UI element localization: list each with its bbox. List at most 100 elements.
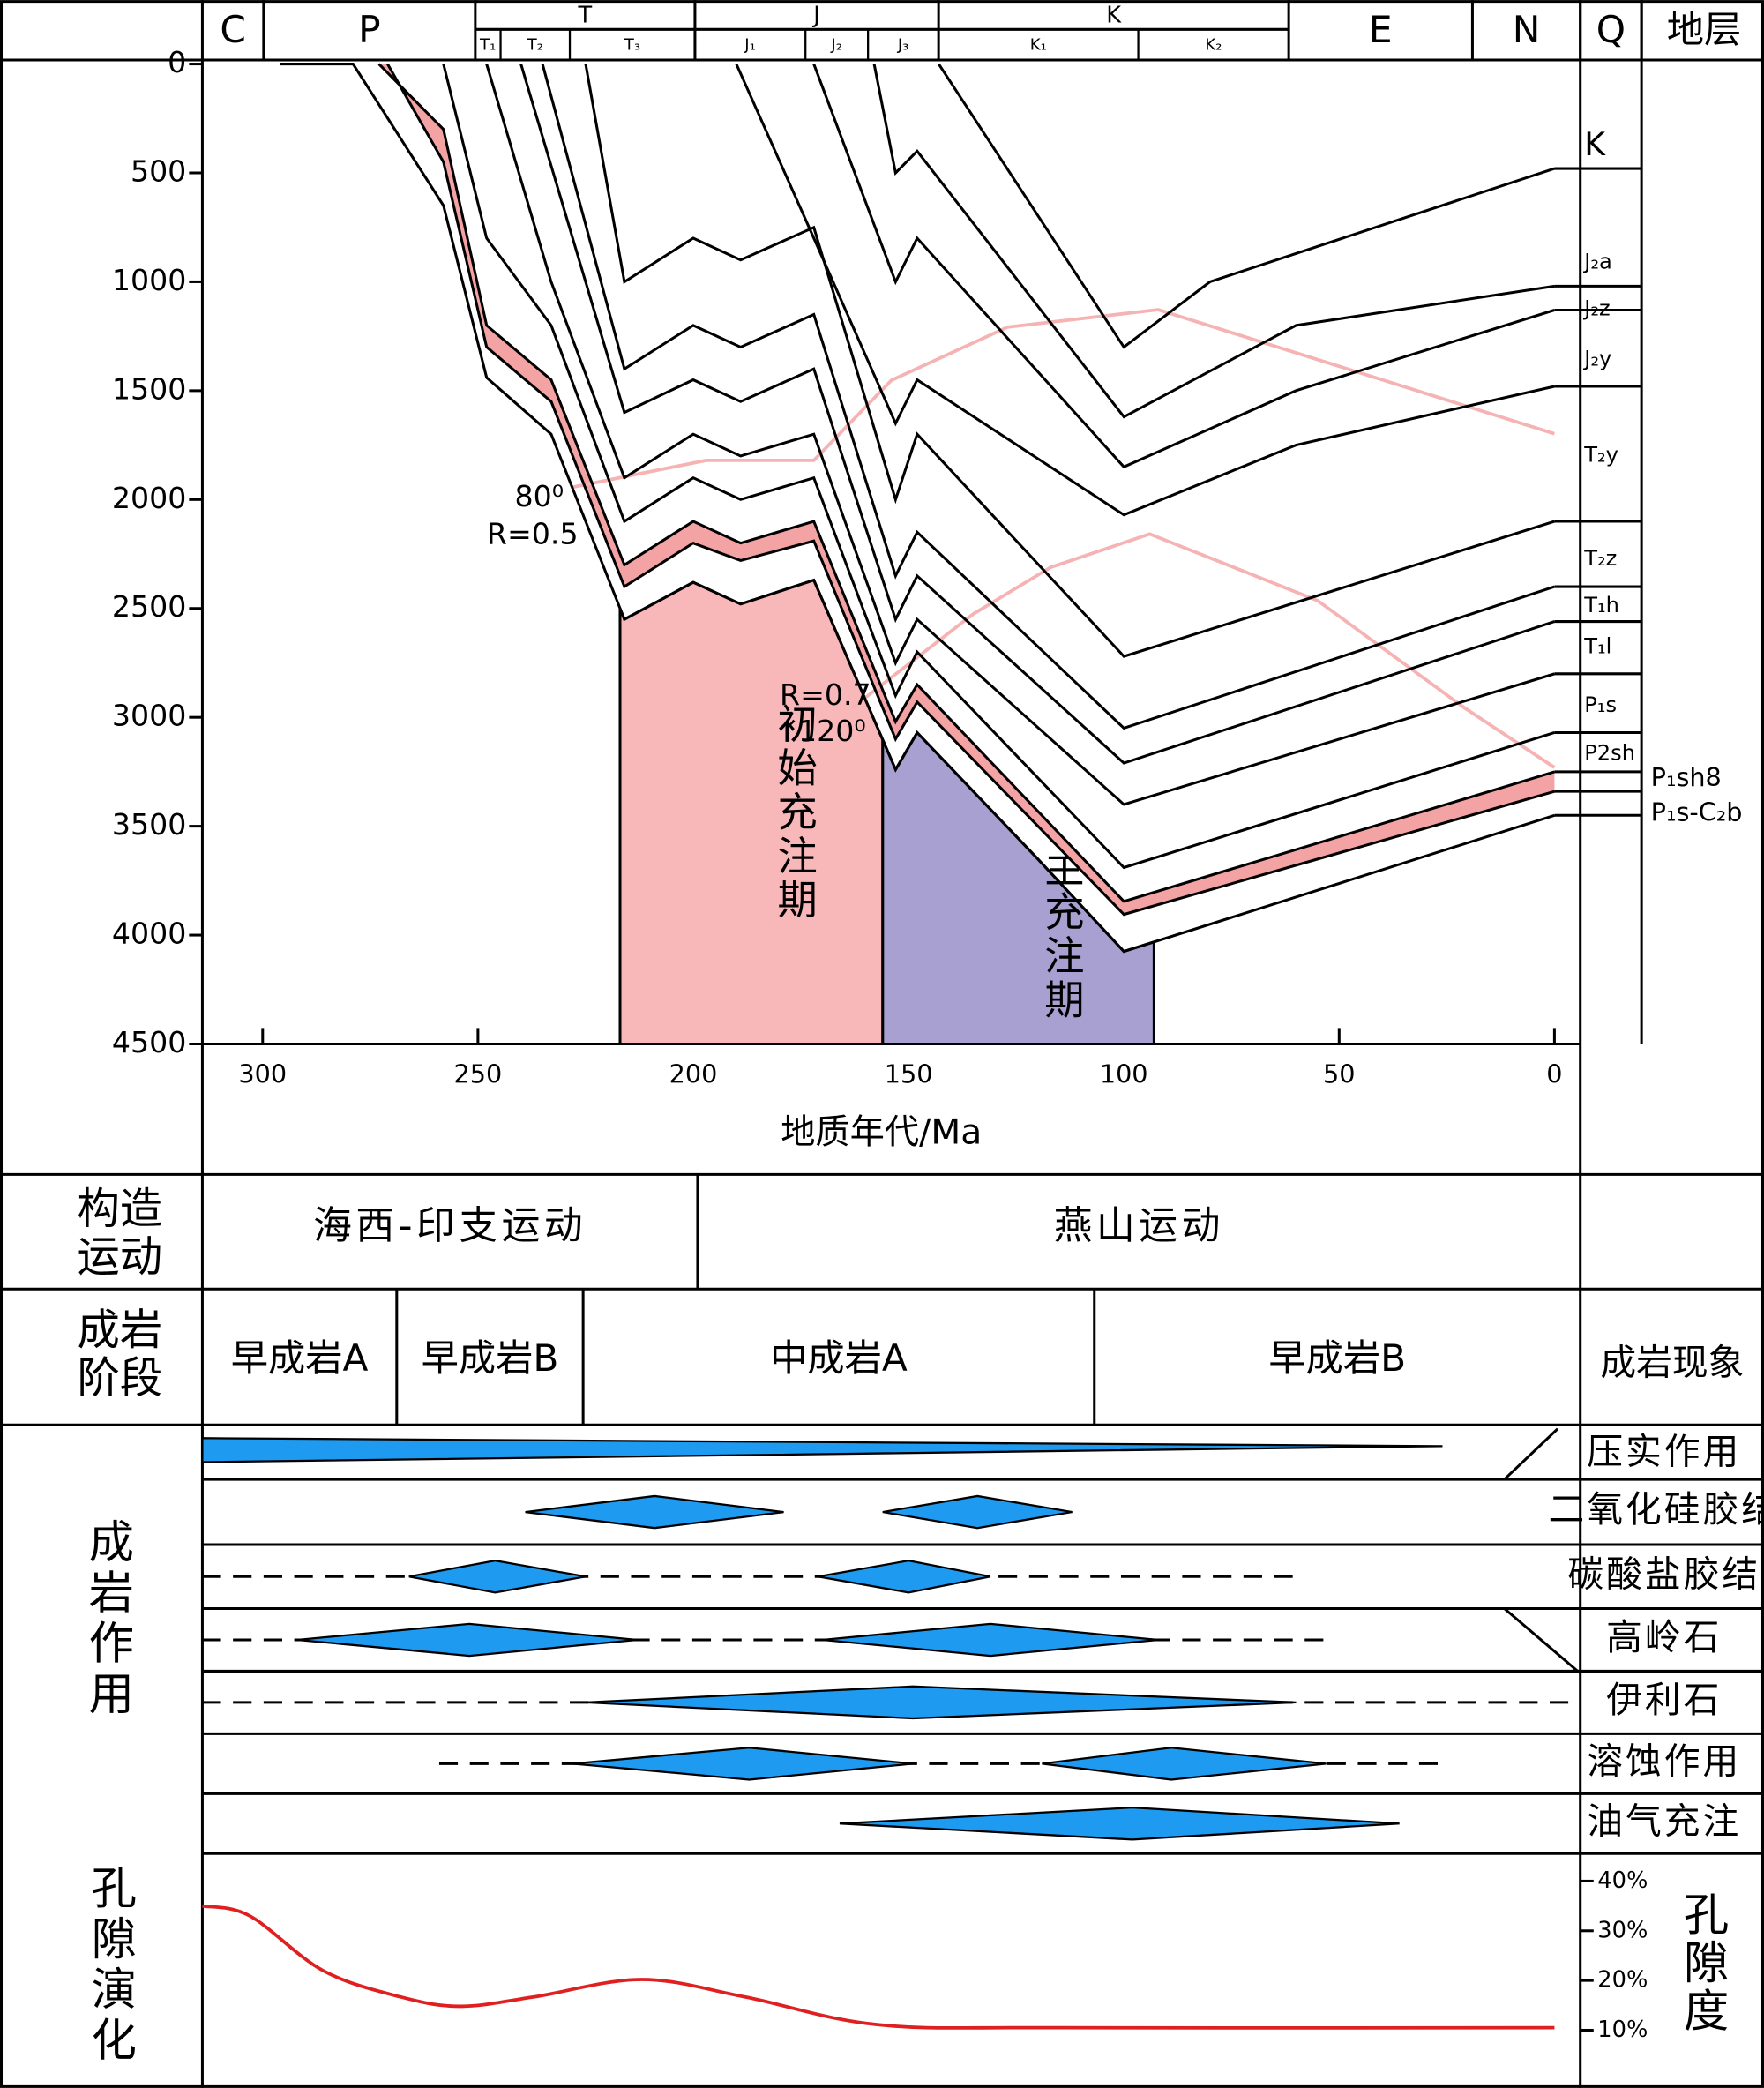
isotherm-label: 80⁰ (515, 479, 564, 513)
y-tick-label: 4000 (112, 917, 186, 951)
period-label: P (358, 8, 380, 51)
section-title: 运动 (78, 1232, 163, 1282)
strata-label: T₂y (1583, 442, 1618, 467)
epoch-label: J₂ (830, 35, 842, 54)
porosity-curve (202, 1904, 1555, 2030)
y-tick-label: 2500 (112, 589, 186, 624)
isotherm-label: 120⁰ (798, 714, 866, 748)
section-title: 阶段 (78, 1353, 163, 1403)
isotherm (572, 308, 1555, 490)
burial-curve (938, 63, 1555, 349)
label-bracket (1503, 1607, 1579, 1673)
burial-curve (386, 63, 1555, 917)
diagenetic-stage: 早成岩B (1268, 1336, 1406, 1380)
epoch-label: T₁ (479, 35, 496, 54)
diagenetic-stage: 早成岩B (422, 1336, 559, 1380)
burial-curve (812, 64, 1555, 469)
x-tick-label: 250 (454, 1059, 503, 1089)
process-label: 伊利石 (1606, 1679, 1722, 1721)
x-tick-label: 150 (885, 1059, 933, 1089)
process-label: 油气充注 (1587, 1800, 1741, 1842)
process-intensity (839, 1807, 1400, 1841)
y-tick-label: 3000 (112, 699, 186, 733)
burial-curve (485, 64, 1555, 806)
strata-label: T₁l (1583, 634, 1611, 659)
strata-label: T₂z (1583, 546, 1617, 571)
period-label: E (1369, 8, 1393, 51)
process-label: 碳酸盐胶结 (1567, 1553, 1760, 1595)
diagenetic-stage: 早成岩A (231, 1336, 369, 1380)
label-bracket (1503, 1427, 1559, 1481)
y-tick-label: 1500 (112, 371, 186, 406)
charging-label: 主充注期 (1038, 847, 1085, 1022)
tectonic-event: 燕山运动 (1054, 1203, 1224, 1248)
strata-label: J₂y (1582, 347, 1611, 371)
process-intensity (1042, 1747, 1327, 1781)
process-intensity (882, 1494, 1073, 1530)
porosity-tick-label: 40% (1597, 1867, 1648, 1894)
process-intensity (585, 1685, 1297, 1720)
porosity-tick-label: 20% (1597, 1967, 1648, 1994)
period-label: J (811, 3, 820, 29)
x-tick-label: 0 (1546, 1059, 1562, 1089)
period-label: Q (1596, 8, 1626, 51)
isotherm (851, 532, 1556, 769)
process-label: 溶蚀作用 (1587, 1740, 1741, 1782)
isotherm-label: R=0.7 (780, 677, 871, 712)
period-label: T (578, 3, 593, 29)
process-intensity (572, 1747, 914, 1781)
epoch-label: T₂ (527, 35, 543, 54)
section-title: 孔隙演化 (83, 1864, 136, 2066)
burial-curve (541, 64, 1555, 730)
period-label: K (1106, 3, 1122, 29)
porosity-tick-label: 30% (1597, 1917, 1648, 1943)
y-tick-label: 0 (168, 45, 186, 79)
y-tick-label: 2000 (112, 481, 186, 515)
process-label: 压实作用 (1587, 1430, 1741, 1472)
x-axis-title: 地质年代/Ma (781, 1113, 982, 1153)
section-title: 构造 (78, 1185, 163, 1234)
epoch-label: J₃ (897, 35, 909, 54)
process-intensity (296, 1622, 638, 1658)
tectonic-event: 海西-印支运动 (313, 1203, 587, 1248)
strata-label: P2sh (1584, 740, 1635, 765)
strata-label: T₁h (1583, 593, 1619, 617)
phenomena-header: 成岩现象 (1600, 1341, 1744, 1383)
x-tick-label: 300 (238, 1059, 287, 1089)
strata-label: K (1584, 125, 1606, 163)
burial-curve (442, 64, 1555, 870)
process-intensity (525, 1494, 784, 1530)
compaction-wedge (201, 1437, 1443, 1463)
burial-curve (519, 64, 1555, 765)
porosity-tick-label: 10% (1597, 2017, 1648, 2043)
strata-label: P₁s (1584, 692, 1617, 717)
isotherm-label: R=0.5 (487, 516, 579, 550)
strata-label: P₁sh8 (1651, 762, 1722, 792)
section-title: 成岩作用 (80, 1518, 133, 1720)
process-intensity (408, 1560, 587, 1594)
diagenetic-stage: 中成岩A (770, 1336, 908, 1380)
charging-period (881, 730, 1155, 1046)
period-label: N (1513, 8, 1541, 51)
x-tick-label: 100 (1100, 1059, 1148, 1089)
y-tick-label: 500 (131, 153, 186, 188)
strata-label: J₂z (1582, 296, 1610, 320)
y-tick-label: 3500 (112, 807, 186, 842)
axis-title: 孔隙度 (1675, 1890, 1728, 2034)
strata-header: 地层 (1667, 8, 1741, 51)
burial-curve (584, 64, 1555, 658)
burial-curve (735, 63, 1555, 517)
strata-label: J₂a (1582, 249, 1612, 273)
process-intensity (818, 1560, 991, 1594)
x-tick-label: 200 (669, 1059, 718, 1089)
epoch-label: K₂ (1205, 35, 1222, 54)
burial-curve (377, 63, 1555, 903)
epoch-label: K₁ (1030, 35, 1047, 54)
period-label: C (220, 8, 246, 51)
x-tick-label: 50 (1323, 1059, 1355, 1089)
section-title: 成岩 (78, 1306, 163, 1355)
epoch-label: T₃ (624, 35, 640, 54)
